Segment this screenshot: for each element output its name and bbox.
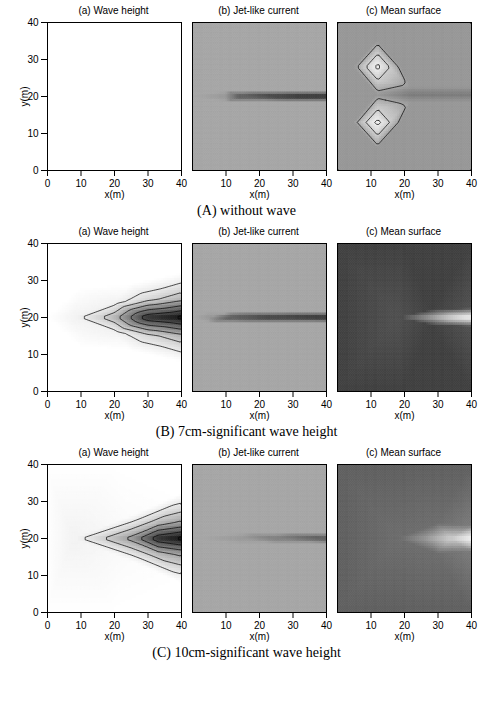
html-text:(c) Mean surface: (c) Mean surface xyxy=(366,447,441,458)
svg-text:x(m): x(m) xyxy=(249,410,269,421)
html-text:(c) Mean surface: (c) Mean surface xyxy=(366,5,441,16)
svg-text:20: 20 xyxy=(398,620,410,631)
svg-text:30: 30 xyxy=(432,178,444,189)
html-text:(A) without wave: (A) without wave xyxy=(197,203,296,218)
svg-text:10: 10 xyxy=(75,399,87,410)
svg-text:20: 20 xyxy=(253,620,265,631)
svg-text:0: 0 xyxy=(32,165,38,176)
svg-text:30: 30 xyxy=(432,620,444,631)
svg-text:30: 30 xyxy=(287,178,299,189)
svg-text:20: 20 xyxy=(26,532,38,544)
svg-text:10: 10 xyxy=(27,128,39,139)
svg-text:x(m): x(m) xyxy=(104,631,124,642)
svg-text:40: 40 xyxy=(27,238,39,249)
svg-text:10: 10 xyxy=(75,178,87,189)
svg-text:40: 40 xyxy=(320,620,332,631)
svg-text:10: 10 xyxy=(220,399,232,410)
svg-text:x(m): x(m) xyxy=(104,410,124,421)
svg-text:40: 40 xyxy=(175,178,187,189)
svg-text:0: 0 xyxy=(32,386,38,397)
svg-text:10: 10 xyxy=(27,349,39,360)
svg-text:x(m): x(m) xyxy=(249,189,269,200)
svg-text:x(m): x(m) xyxy=(104,189,124,200)
svg-text:20: 20 xyxy=(398,399,410,410)
html-text:(B) 7cm-significant wave heigh: (B) 7cm-significant wave height xyxy=(155,424,338,439)
svg-text:x(m): x(m) xyxy=(249,631,269,642)
svg-text:40: 40 xyxy=(27,17,39,28)
svg-text:10: 10 xyxy=(365,620,377,631)
svg-text:20: 20 xyxy=(26,311,38,323)
svg-text:10: 10 xyxy=(75,620,87,631)
html-text:(b) Jet-like current: (b) Jet-like current xyxy=(218,447,299,458)
html-text:(c) Mean surface: (c) Mean surface xyxy=(366,226,441,237)
html-text:(b) Jet-like current: (b) Jet-like current xyxy=(218,5,299,16)
svg-text:30: 30 xyxy=(287,399,299,410)
html-text:(C) 10cm-significant wave heig: (C) 10cm-significant wave height xyxy=(152,645,341,660)
svg-text:x(m): x(m) xyxy=(394,410,414,421)
svg-text:x(m): x(m) xyxy=(394,189,414,200)
svg-text:30: 30 xyxy=(27,54,39,65)
svg-text:30: 30 xyxy=(27,496,39,507)
svg-text:20: 20 xyxy=(253,178,265,189)
svg-text:40: 40 xyxy=(465,178,477,189)
svg-text:y(m): y(m) xyxy=(18,529,29,549)
svg-text:y(m): y(m) xyxy=(18,308,29,328)
svg-text:20: 20 xyxy=(398,178,410,189)
svg-text:40: 40 xyxy=(465,620,477,631)
svg-text:40: 40 xyxy=(175,620,187,631)
html-text:(a) Wave height: (a) Wave height xyxy=(78,5,149,16)
svg-text:20: 20 xyxy=(108,399,120,410)
svg-text:20: 20 xyxy=(253,399,265,410)
svg-text:y(m): y(m) xyxy=(18,87,29,107)
svg-text:20: 20 xyxy=(108,178,120,189)
svg-text:40: 40 xyxy=(320,399,332,410)
svg-text:30: 30 xyxy=(287,620,299,631)
svg-text:0: 0 xyxy=(32,607,38,618)
svg-text:10: 10 xyxy=(365,178,377,189)
svg-text:0: 0 xyxy=(44,178,50,189)
svg-text:40: 40 xyxy=(465,399,477,410)
svg-text:30: 30 xyxy=(142,178,154,189)
svg-text:30: 30 xyxy=(27,275,39,286)
svg-text:10: 10 xyxy=(365,399,377,410)
svg-text:10: 10 xyxy=(220,178,232,189)
svg-text:10: 10 xyxy=(220,620,232,631)
svg-text:40: 40 xyxy=(27,459,39,470)
svg-text:30: 30 xyxy=(142,620,154,631)
svg-text:10: 10 xyxy=(27,570,39,581)
svg-text:30: 30 xyxy=(432,399,444,410)
svg-text:40: 40 xyxy=(175,399,187,410)
html-text:(a) Wave height: (a) Wave height xyxy=(78,226,149,237)
svg-text:20: 20 xyxy=(26,90,38,102)
svg-text:0: 0 xyxy=(44,399,50,410)
html-text:(b) Jet-like current: (b) Jet-like current xyxy=(218,226,299,237)
svg-text:x(m): x(m) xyxy=(394,631,414,642)
svg-text:20: 20 xyxy=(108,620,120,631)
html-text:(a) Wave height: (a) Wave height xyxy=(78,447,149,458)
svg-text:30: 30 xyxy=(142,399,154,410)
svg-text:40: 40 xyxy=(320,178,332,189)
svg-text:0: 0 xyxy=(44,620,50,631)
